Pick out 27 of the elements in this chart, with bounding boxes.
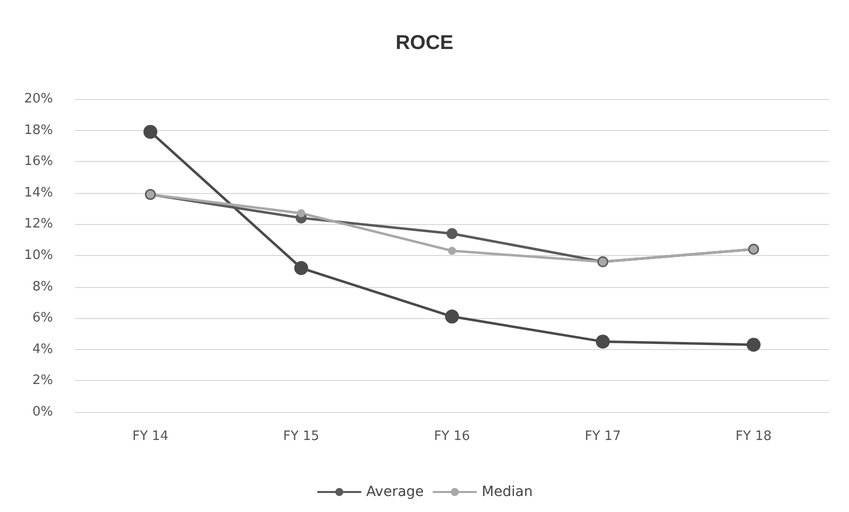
legend-label: Average: [366, 484, 424, 500]
x-tick-label: FY 14: [132, 429, 168, 444]
point: [448, 246, 456, 255]
y-tick-label: 20%: [24, 92, 53, 106]
legend-label: Median: [482, 484, 533, 500]
point: [446, 228, 458, 240]
point: [294, 261, 308, 276]
y-tick-label: 0%: [32, 404, 53, 420]
y-tick-label: 10%: [24, 248, 53, 263]
x-tick-label: FY 15: [283, 429, 320, 444]
point: [445, 310, 459, 324]
point: [746, 338, 761, 352]
y-tick-label: 18%: [24, 122, 53, 138]
point: [143, 124, 158, 139]
chart-title: ROCE: [396, 32, 454, 54]
x-tick-label: FY 17: [584, 429, 621, 444]
y-tick-label: 16%: [24, 154, 53, 170]
x-tick-label: FY 16: [434, 429, 470, 444]
point: [297, 209, 306, 218]
y-tick-label: 12%: [24, 216, 53, 232]
y-tick-label: 14%: [24, 185, 53, 200]
x-tick-label: FY 18: [736, 429, 772, 444]
point: [596, 334, 610, 349]
y-tick-label: 8%: [32, 279, 53, 294]
y-tick-label: 2%: [32, 373, 53, 388]
y-tick-label: 6%: [32, 310, 53, 326]
y-tick-label: 4%: [32, 342, 53, 357]
